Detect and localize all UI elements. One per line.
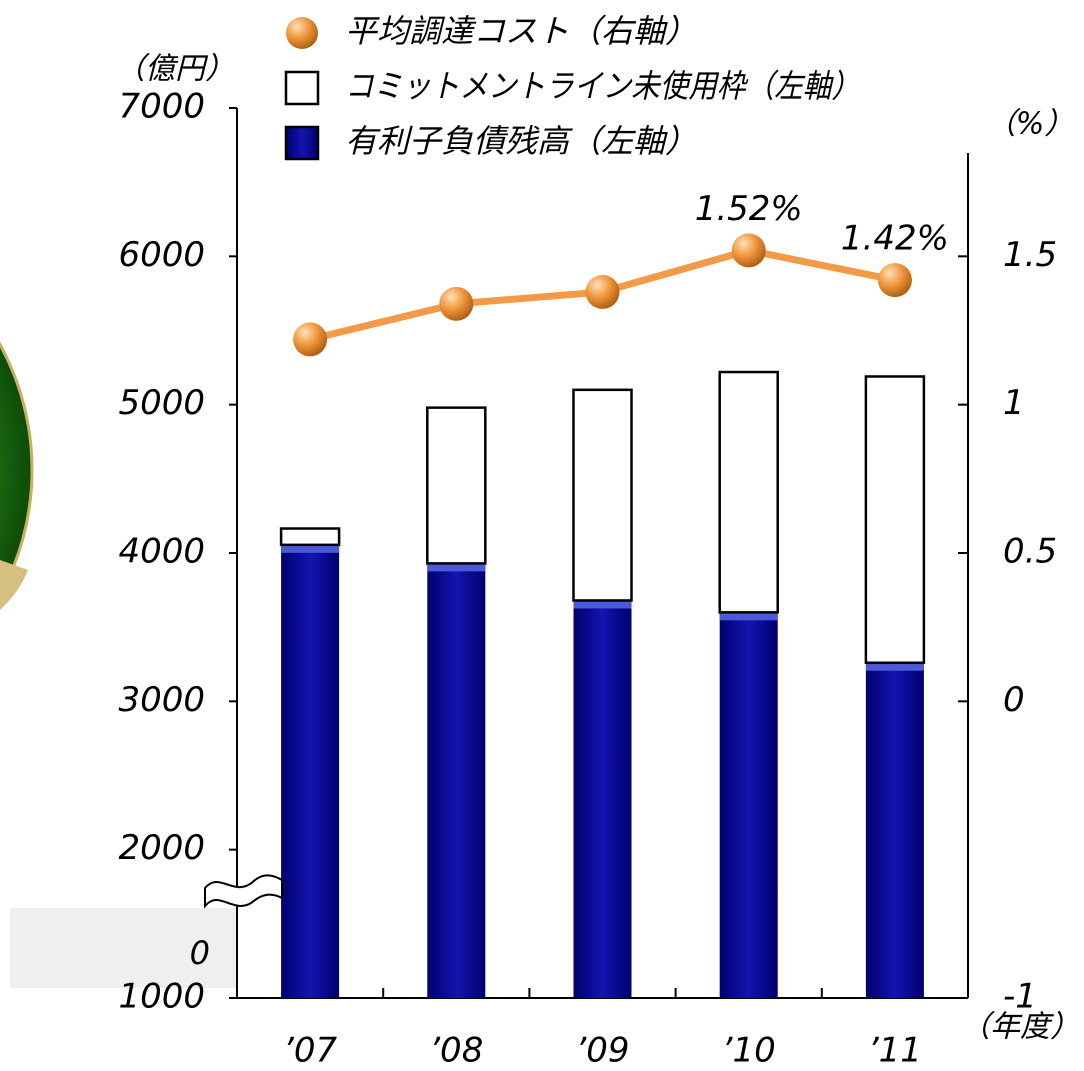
bar-cap <box>281 544 340 553</box>
x-tick-label: ’08 <box>429 1031 483 1071</box>
y-tick-label: 2000 <box>118 828 205 868</box>
y-tick-label: 6000 <box>118 235 205 275</box>
bar <box>864 375 926 665</box>
overlay-box <box>10 908 237 988</box>
y-tick-label: 1000 <box>118 977 205 1017</box>
marker <box>731 233 766 268</box>
legend-label: コミットメントライン未使用枠（左軸） <box>345 67 860 105</box>
bar-cap <box>865 662 924 671</box>
decor-wedge <box>0 560 28 610</box>
bar <box>719 612 778 998</box>
marker <box>585 274 620 309</box>
bar-cap <box>719 612 778 621</box>
axis-break <box>204 874 283 909</box>
y2-unit: （%） <box>986 107 1075 142</box>
decor-circle <box>0 341 34 599</box>
x-tick-label: ’09 <box>575 1031 629 1071</box>
x-tick-label: ’11 <box>868 1031 922 1071</box>
y-tick-label: 7000 <box>118 87 205 127</box>
data-label: 1.52% <box>695 189 803 229</box>
y-tick-label: 4000 <box>118 532 205 572</box>
y2-tick-label: 1.5 <box>1003 235 1057 275</box>
bar <box>865 662 924 998</box>
overlay-text: 0 <box>190 934 210 972</box>
marker <box>439 286 474 321</box>
y-tick-label: 5000 <box>118 383 205 423</box>
y2-tick-label: 1 <box>1003 383 1025 423</box>
bar-cap <box>573 600 632 609</box>
legend-label: 平均調達コスト（右軸） <box>345 12 697 50</box>
bar <box>426 406 487 565</box>
legend-marker <box>284 125 320 161</box>
legend-marker <box>284 70 320 106</box>
x-tick-label: ’10 <box>722 1031 776 1071</box>
bar <box>427 563 486 998</box>
y2-tick-label: -1 <box>1003 977 1037 1017</box>
marker <box>293 322 328 357</box>
legend-label: 有利子負債残高（左軸） <box>345 122 697 160</box>
x-unit: （年度） <box>960 1010 1080 1045</box>
legend-marker <box>286 17 318 49</box>
y2-tick-label: 0 <box>1003 680 1025 720</box>
bar <box>718 370 779 614</box>
bar <box>573 600 632 998</box>
bar <box>572 388 633 602</box>
bar-cap <box>427 563 486 572</box>
marker <box>877 263 912 298</box>
bar <box>279 527 341 547</box>
y-unit: （億円） <box>115 52 235 87</box>
data-label: 1.42% <box>841 219 949 259</box>
y-tick-label: 3000 <box>118 680 205 720</box>
y2-tick-label: 0.5 <box>1003 532 1057 572</box>
x-tick-label: ’07 <box>283 1031 337 1071</box>
bar <box>281 544 340 998</box>
